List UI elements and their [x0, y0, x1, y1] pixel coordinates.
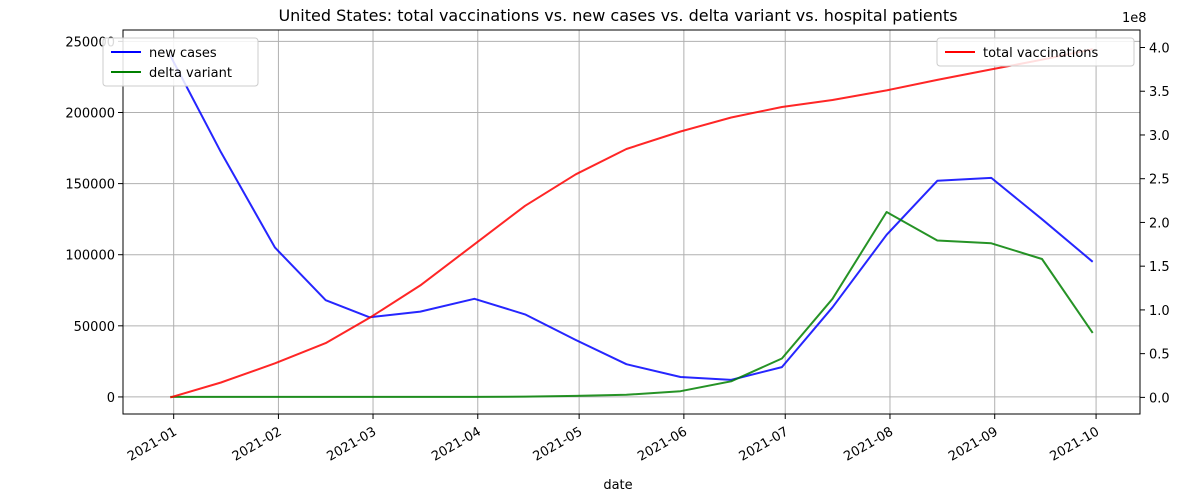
legend-label: new cases — [149, 46, 217, 61]
right-axis-tick-label: 1.0 — [1149, 304, 1170, 319]
legend-label: total vaccinations — [983, 46, 1099, 61]
right-axis: 0.0 0.5 1.0 1.5 2.0 2.5 3.0 3.5 4.0 — [1140, 41, 1170, 406]
legend-label: delta variant — [149, 66, 232, 81]
series-line-delta-variant — [170, 211, 1094, 398]
left-axis-tick-label: 200000 — [65, 106, 115, 121]
x-axis-tick-label: 2021-03 — [324, 424, 379, 464]
right-axis-tick-label: 3.5 — [1149, 85, 1170, 100]
right-axis-tick-label: 1.5 — [1149, 260, 1170, 275]
x-axis-tick-label: 2021-04 — [429, 424, 484, 464]
left-axis-tick-label: 150000 — [65, 178, 115, 193]
right-axis-offset-label: 1e8 — [1122, 11, 1147, 26]
left-axis-tick-label: 50000 — [74, 320, 115, 335]
legend-box — [936, 37, 1135, 67]
right-axis-tick-label: 0.0 — [1149, 391, 1170, 406]
legend-box — [102, 37, 259, 87]
legend-left: new cases delta variant — [102, 37, 259, 87]
right-axis-tick-label: 2.0 — [1149, 216, 1170, 231]
legend-right: total vaccinations — [936, 37, 1135, 67]
x-axis-tick-label: 2021-02 — [230, 424, 285, 464]
x-axis-label: date — [603, 478, 632, 493]
left-axis-tick-label: 100000 — [65, 249, 115, 264]
right-axis-tick-label: 4.0 — [1149, 41, 1170, 56]
left-axis-tick-label: 0 — [107, 391, 115, 406]
x-axis-tick-label: 2021-07 — [737, 424, 792, 464]
series-line-total-vaccinations — [170, 48, 1093, 399]
x-axis-tick-label: 2021-01 — [125, 424, 180, 464]
x-axis: 2021-01 2021-02 2021-03 2021-04 2021-05 2021-… — [125, 414, 1102, 465]
right-axis-tick-label: 0.5 — [1149, 348, 1170, 363]
right-axis-tick-label: 2.5 — [1149, 173, 1170, 188]
x-axis-tick-label: 2021-08 — [841, 424, 896, 464]
series-line-new-cases — [169, 55, 1094, 381]
series-lines — [169, 48, 1094, 399]
x-axis-tick-label: 2021-09 — [946, 424, 1001, 464]
x-axis-tick-label: 2021-05 — [531, 424, 586, 464]
x-axis-tick-label: 2021-10 — [1048, 424, 1103, 464]
grid — [123, 30, 1140, 414]
chart-title: United States: total vaccinations vs. ne… — [278, 6, 957, 25]
x-axis-tick-label: 2021-06 — [635, 424, 690, 464]
right-axis-tick-label: 3.0 — [1149, 129, 1170, 144]
plot-frame — [122, 29, 1141, 415]
